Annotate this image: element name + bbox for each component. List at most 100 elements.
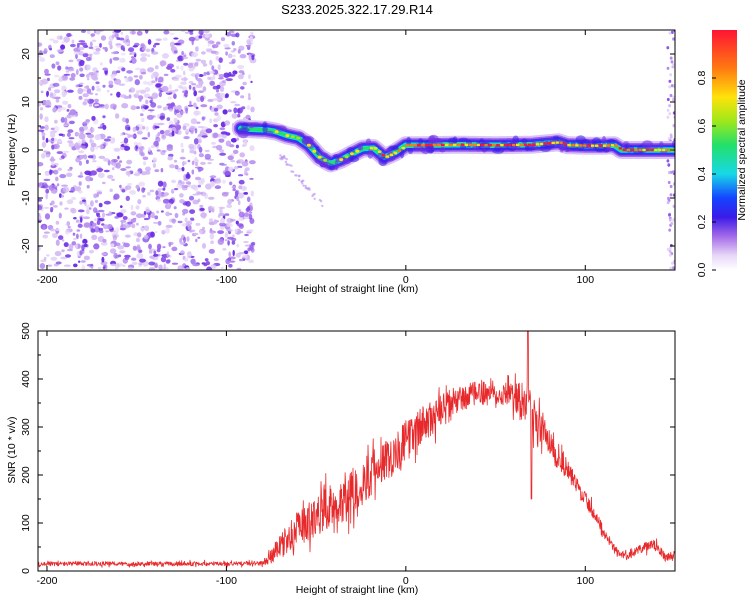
noise-blob (195, 46, 199, 52)
noise-blob (230, 138, 237, 143)
noise-blob (119, 94, 127, 98)
noise-blob (94, 104, 100, 107)
noise-blob (71, 39, 75, 44)
noise-blob (144, 87, 151, 93)
noise-blob (66, 199, 74, 205)
noise-blob (57, 167, 62, 171)
noise-blob (189, 100, 192, 106)
noise-blob (181, 86, 188, 91)
noise-blob (143, 161, 147, 166)
noise-blob (39, 113, 43, 120)
noise-blob (56, 49, 64, 53)
noise-blob (60, 117, 66, 123)
ridge-core (504, 143, 508, 147)
noise-blob (236, 137, 240, 141)
noise-blob (668, 79, 672, 83)
noise-blob (284, 160, 288, 164)
noise-blob (126, 159, 133, 165)
ridge-core (666, 148, 670, 152)
noise-blob (669, 266, 673, 270)
noise-blob (158, 264, 163, 270)
noise-blob (184, 217, 188, 223)
noise-blob (171, 246, 178, 252)
noise-blob (219, 85, 225, 92)
noise-blob (38, 246, 41, 252)
noise-blob (79, 67, 84, 72)
noise-blob (166, 117, 171, 121)
y-tick-label: 0 (20, 568, 32, 574)
noise-blob (217, 177, 221, 180)
noise-blob (177, 39, 185, 45)
noise-blob (131, 56, 135, 59)
noise-blob (183, 178, 189, 181)
noise-blob (225, 78, 233, 82)
noise-blob (140, 56, 147, 62)
noise-blob (117, 155, 120, 160)
noise-blob (227, 257, 232, 261)
noise-blob (155, 190, 159, 196)
noise-blob (169, 213, 172, 216)
noise-blob (39, 57, 46, 62)
noise-blob (89, 41, 93, 47)
noise-blob (50, 200, 55, 205)
noise-blob (190, 218, 195, 221)
noise-blob (180, 110, 185, 114)
noise-blob (116, 212, 123, 218)
noise-blob (208, 196, 215, 200)
noise-blob (169, 41, 175, 48)
noise-blob (156, 210, 160, 214)
noise-blob (668, 112, 672, 116)
noise-blob (144, 30, 149, 34)
noise-blob (231, 41, 235, 46)
noise-blob (153, 253, 159, 257)
ridge-core (317, 155, 322, 159)
noise-blob (106, 224, 113, 230)
colorbar-ticks: 0.0 0.2 0.4 0.6 0.8 (696, 71, 716, 277)
noise-blob (172, 123, 178, 127)
snr-plot-area (38, 331, 675, 568)
noise-blob (201, 135, 208, 138)
noise-blob (83, 98, 90, 102)
ridge-core (468, 143, 472, 146)
noise-blob (65, 66, 69, 70)
noise-blob (232, 188, 236, 192)
noise-blob (118, 254, 122, 258)
noise-blob (248, 42, 252, 45)
noise-blob (192, 199, 199, 205)
noise-blob (124, 256, 130, 260)
noise-blob (63, 122, 70, 127)
noise-blob (213, 124, 219, 128)
noise-blob (667, 180, 671, 185)
noise-blob (123, 143, 129, 146)
ridge-core (323, 158, 328, 162)
noise-blob (38, 101, 41, 107)
noise-blob (83, 243, 88, 248)
noise-blob (94, 45, 100, 48)
noise-blob (86, 77, 90, 81)
noise-blob (39, 107, 44, 111)
noise-blob (231, 234, 235, 238)
noise-blob (65, 254, 71, 258)
noise-blob (204, 258, 209, 262)
noise-blob (120, 221, 124, 228)
noise-blob (67, 129, 74, 133)
noise-blob (95, 81, 100, 85)
noise-blob (145, 170, 151, 175)
noise-blob (285, 158, 288, 161)
noise-blob (184, 94, 188, 98)
spectrogram-area (38, 30, 675, 270)
noise-blob (225, 132, 231, 136)
ridge-blotch (248, 122, 255, 129)
ridge-core (460, 143, 465, 146)
noise-blob (83, 121, 90, 125)
noise-blob (157, 132, 161, 137)
noise-blob (165, 227, 170, 234)
noise-blob (94, 98, 99, 103)
ridge-blotch (408, 148, 413, 154)
noise-blob (249, 145, 255, 152)
noise-blob (231, 58, 236, 64)
noise-blob (173, 188, 179, 191)
noise-blob (199, 204, 204, 208)
noise-blob (126, 70, 133, 74)
noise-blob (141, 117, 145, 123)
